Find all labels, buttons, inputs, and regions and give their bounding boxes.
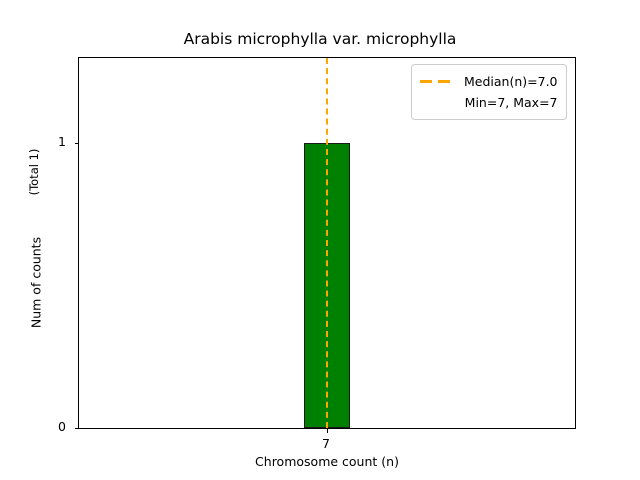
dashed-line-icon bbox=[420, 76, 454, 88]
legend-label-median: Median(n)=7.0 bbox=[464, 74, 558, 89]
chart-title: Arabis microphylla var. microphylla bbox=[183, 30, 457, 48]
legend-label-minmax: Min=7, Max=7 bbox=[464, 95, 558, 110]
x-tick-label-7: 7 bbox=[322, 436, 330, 451]
plot-inner bbox=[79, 58, 575, 428]
y-axis-total-label: (Total 1) bbox=[27, 148, 41, 196]
y-tick-label-0: 0 bbox=[58, 419, 66, 434]
y-axis-label: Num of counts bbox=[28, 236, 44, 329]
y-tick-mark-1 bbox=[75, 142, 79, 144]
plot-area: Median(n)=7.0 Min=7, Max=7 bbox=[75, 57, 576, 433]
y-tick-mark-0 bbox=[75, 427, 79, 429]
y-tick-label-1: 1 bbox=[58, 134, 66, 150]
chart-legend: Median(n)=7.0 Min=7, Max=7 bbox=[411, 64, 567, 120]
legend-entry-median: Median(n)=7.0 bbox=[420, 71, 558, 92]
x-tick-mark-7 bbox=[326, 429, 328, 433]
x-axis-label: Chromosome count (n) bbox=[255, 454, 399, 469]
legend-entry-minmax: Min=7, Max=7 bbox=[420, 92, 558, 113]
median-line bbox=[325, 58, 328, 428]
